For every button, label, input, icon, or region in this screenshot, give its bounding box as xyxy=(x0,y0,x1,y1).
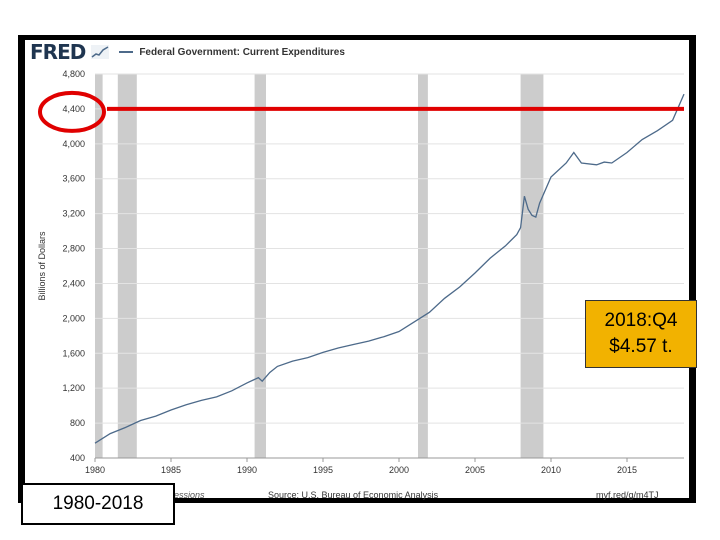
recessions-label: essions xyxy=(174,490,205,500)
x-tick-label: 2010 xyxy=(541,465,561,475)
x-tick-label: 2005 xyxy=(465,465,485,475)
y-tick-label: 4,000 xyxy=(62,139,85,149)
y-tick-label: 4,400 xyxy=(62,104,85,114)
y-tick-label: 400 xyxy=(70,453,85,463)
callout-period: 2018:Q4 xyxy=(604,310,678,331)
callout-value: $4.57 t. xyxy=(609,336,673,357)
recession-band xyxy=(117,74,137,458)
recession-band xyxy=(520,74,544,458)
x-tick-label: 2015 xyxy=(617,465,637,475)
y-tick-label: 2,400 xyxy=(62,278,85,288)
legend-line-icon xyxy=(119,51,134,53)
y-tick-label: 3,200 xyxy=(62,209,85,219)
series-line xyxy=(94,93,685,444)
chart-header: FRED Federal Government: Current Expendi… xyxy=(30,40,345,64)
recession-band xyxy=(418,74,428,458)
x-tick-label: 2000 xyxy=(389,465,409,475)
series-title: Federal Government: Current Expenditures xyxy=(139,46,345,58)
highlight-ellipse xyxy=(38,90,106,133)
recession-band xyxy=(95,74,103,458)
date-range-label: 1980-2018 xyxy=(21,483,175,525)
y-tick-label: 1,200 xyxy=(62,383,85,393)
x-tick-label: 1990 xyxy=(237,465,257,475)
source-note: Source: U.S. Bureau of Economic Analysis xyxy=(268,490,439,500)
sparkline-icon xyxy=(91,45,110,59)
latest-value-callout: 2018:Q4 $4.57 t. xyxy=(585,300,697,368)
recession-band xyxy=(254,74,266,458)
fred-logo: FRED xyxy=(30,40,86,64)
x-tick-label: 1995 xyxy=(313,465,333,475)
y-axis-label: Billions of Dollars xyxy=(37,231,47,301)
x-tick-label: 1985 xyxy=(161,465,181,475)
y-tick-label: 2,000 xyxy=(62,313,85,323)
date-range-text: 1980-2018 xyxy=(52,493,144,514)
y-tick-label: 2,800 xyxy=(62,244,85,254)
y-tick-label: 1,600 xyxy=(62,348,85,358)
short-url: myf.red/g/m4TJ xyxy=(596,490,659,500)
y-tick-label: 3,600 xyxy=(62,174,85,184)
y-tick-label: 800 xyxy=(70,418,85,428)
x-tick-label: 1980 xyxy=(85,465,105,475)
y-tick-label: 4,800 xyxy=(62,69,85,79)
